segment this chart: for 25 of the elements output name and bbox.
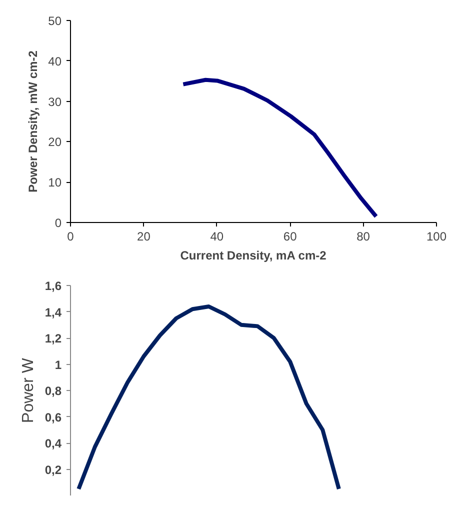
y-tick-label: 0,6	[44, 410, 62, 424]
x-tick-label: 0	[67, 230, 74, 244]
y-tick-label: 10	[48, 176, 62, 190]
y-tick-label: 1,2	[44, 332, 62, 346]
x-axis-title: Current Density, mA cm-2	[180, 248, 327, 262]
y-tick-label: 0,4	[44, 436, 62, 450]
y-tick-label: 50	[48, 14, 62, 28]
x-tick-label: 60	[283, 230, 298, 244]
y-axis-title: Power W	[20, 357, 37, 423]
y-tick-label: 30	[48, 94, 62, 109]
y-tick-label: 1	[54, 358, 62, 372]
line-series	[76, 304, 341, 491]
y-tick-label: 0,2	[44, 462, 62, 477]
line-series	[181, 78, 378, 218]
y-tick-label: 40	[48, 54, 62, 68]
y-tick-label: 20	[48, 135, 62, 150]
x-tick-label: 40	[210, 230, 224, 244]
y-tick-label: 1,6	[44, 279, 62, 293]
x-tick-label: 80	[356, 230, 370, 244]
y-axis-title: Power Density, mW cm-2	[26, 50, 40, 192]
y-tick-label: 1,4	[44, 305, 62, 320]
x-tick-label: 100	[426, 230, 447, 244]
y-tick-label: 0,8	[44, 384, 62, 398]
x-tick-label: 20	[137, 230, 151, 244]
y-tick-label: 0	[54, 216, 62, 230]
